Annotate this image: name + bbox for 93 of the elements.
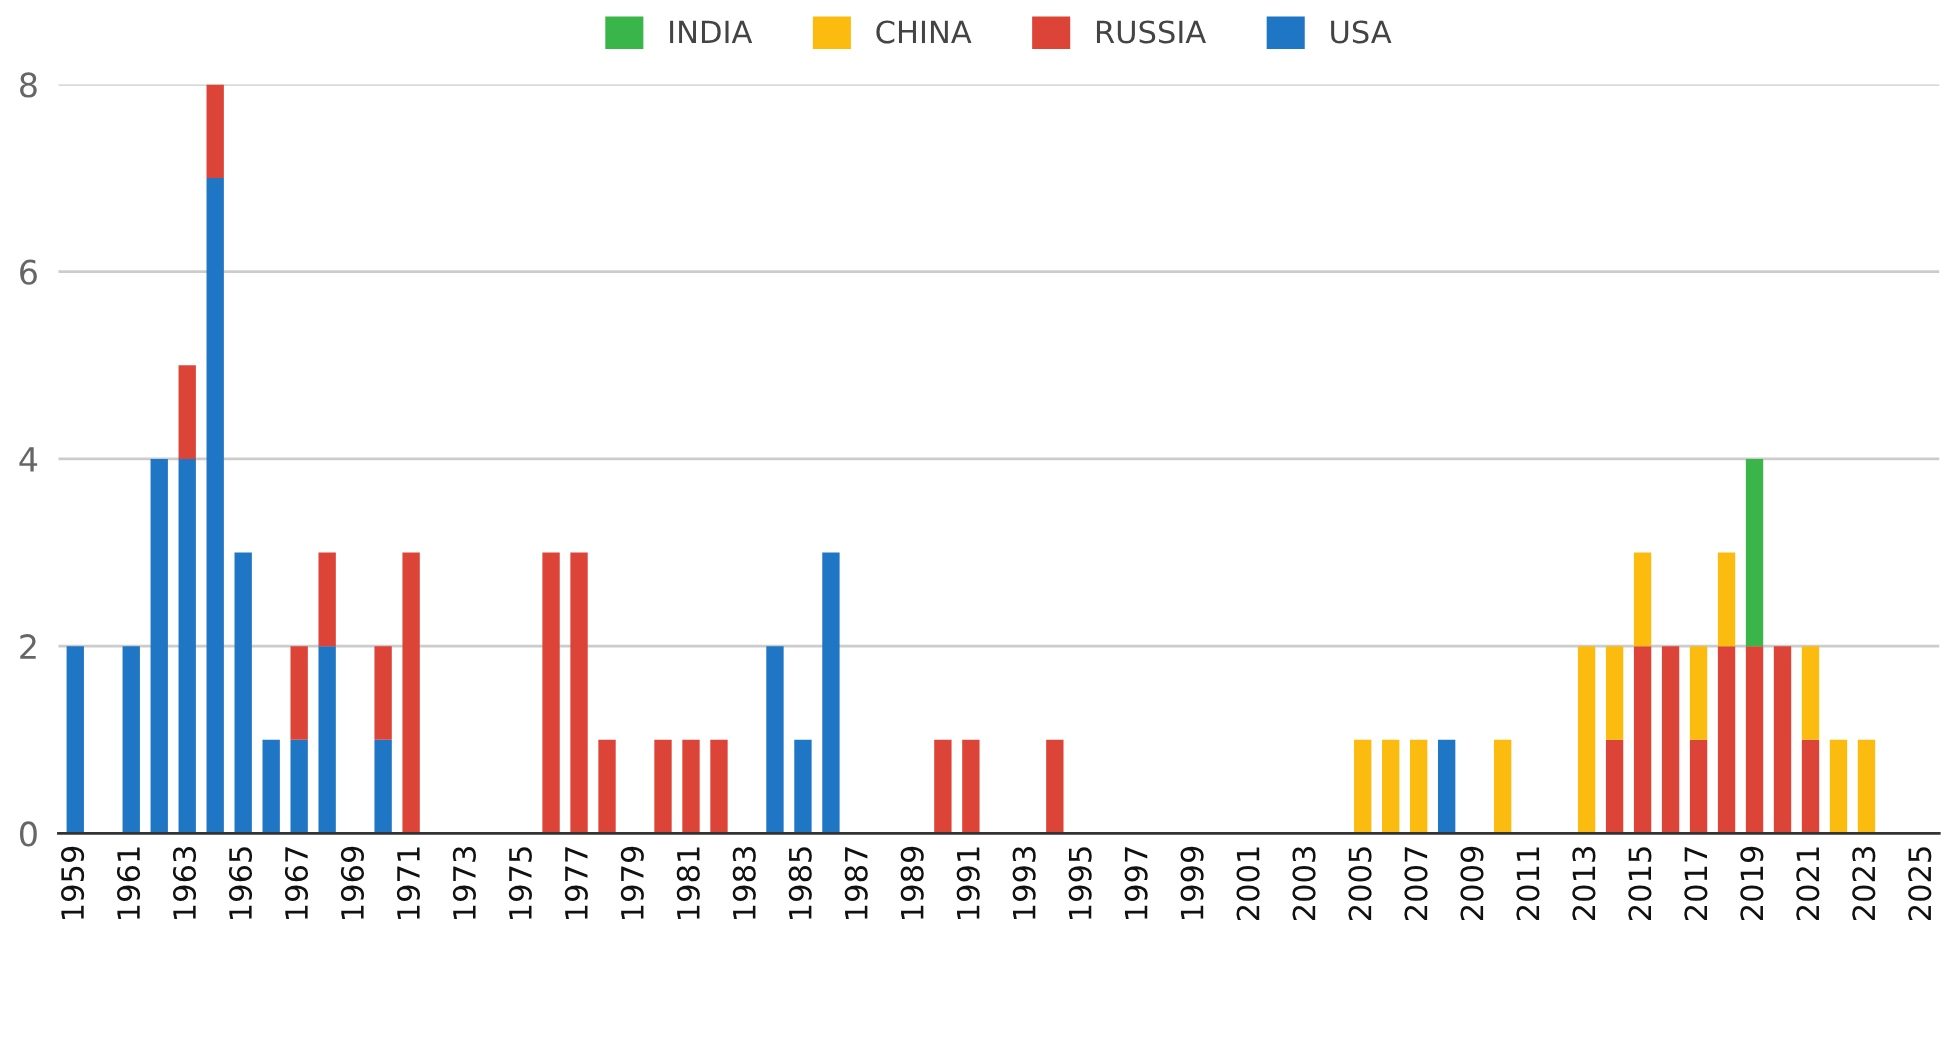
bar [1354,739,1372,834]
x-tick-label: 2013 [1572,847,1596,921]
x-tick-label: 1971 [396,847,420,919]
y-tick-label: 6 [20,259,37,285]
x-tick-label: 1997 [1124,847,1148,919]
bar [794,739,812,834]
bar [1046,739,1064,834]
bar [178,458,196,834]
bar [234,552,252,834]
x-tick-label: 2005 [1348,847,1372,921]
bar [1717,552,1736,647]
x-tick-label: 1963 [172,847,197,919]
bar [1829,739,1848,834]
x-tick-label: 1993 [1012,847,1036,919]
x-tick-label: 1975 [508,847,532,919]
bar [1577,646,1596,834]
bar [402,552,420,834]
bar [290,646,308,740]
bar [318,552,336,647]
bar [1493,739,1512,834]
bar [962,739,980,834]
y-tick-label: 2 [20,634,36,659]
x-tick-label: 2019 [1740,846,1764,921]
bar [570,552,588,834]
bar [374,739,392,834]
bar [1633,646,1652,834]
bar [1605,646,1624,740]
x-tick-label: 2009 [1460,846,1484,921]
bar [1410,739,1428,834]
bar [290,739,308,834]
bar [710,739,728,834]
bar [1382,739,1400,834]
bar [1717,646,1736,834]
x-tick-label: 1961 [116,847,141,919]
bar [1633,552,1652,647]
x-tick-label: 1965 [228,847,253,919]
y-tick-label: 4 [19,447,38,472]
x-tick-label: 1983 [732,847,756,919]
bar [1661,646,1680,834]
x-tick-label: 2011 [1516,847,1540,921]
x-tick-label: 2021 [1796,847,1820,921]
x-tick-label: 1991 [956,847,980,919]
bar [206,84,224,179]
bar [206,178,224,834]
bar [654,739,672,834]
x-tick-label: 2015 [1628,847,1652,921]
x-tick-label: 1969 [340,846,365,919]
bar [1745,458,1764,647]
x-tick-label: 2003 [1292,847,1316,921]
bar [1801,739,1820,834]
bar [122,646,140,834]
x-tick-label: 1973 [452,847,476,919]
bar [1857,739,1876,834]
bar [598,739,616,834]
x-tick-label: 1981 [676,847,700,919]
x-tick-label: 2025 [1908,847,1932,921]
bar [1437,739,1456,834]
x-tick-label: 1959 [61,846,85,919]
y-tick-label: 0 [20,821,37,847]
x-tick-label: 1999 [1180,846,1204,919]
bar [178,365,196,459]
bar [1773,646,1792,834]
legend-label: RUSSIA [1096,20,1207,44]
x-tick-label: 2023 [1852,847,1876,921]
bar [766,646,784,834]
x-tick-label: 1987 [844,847,868,919]
y-tick-label: 8 [20,72,37,98]
bar [1689,646,1708,740]
bar [374,646,392,740]
x-tick-label: 2001 [1236,847,1260,921]
bar [682,739,700,834]
bar [934,739,952,834]
x-tick-label: 1977 [564,847,588,919]
x-tick-label: 1989 [900,846,924,919]
legend-label: INDIA [670,20,753,44]
x-tick-label: 1985 [788,847,812,919]
bar [1745,646,1764,834]
bar [318,646,336,834]
bar [262,739,280,834]
bar [542,552,560,834]
x-tick-label: 1995 [1068,847,1092,919]
bar [66,646,84,834]
x-tick-label: 1979 [620,846,644,919]
legend-label: USA [1331,20,1392,44]
legend-label: CHINA [876,20,972,44]
x-tick-label: 2017 [1684,847,1708,921]
bar [822,552,840,834]
x-tick-label: 1967 [284,847,309,919]
bar [1689,739,1708,834]
bar [1605,739,1624,834]
bar [1801,646,1820,740]
x-tick-label: 2007 [1404,847,1428,921]
bar [150,458,168,834]
